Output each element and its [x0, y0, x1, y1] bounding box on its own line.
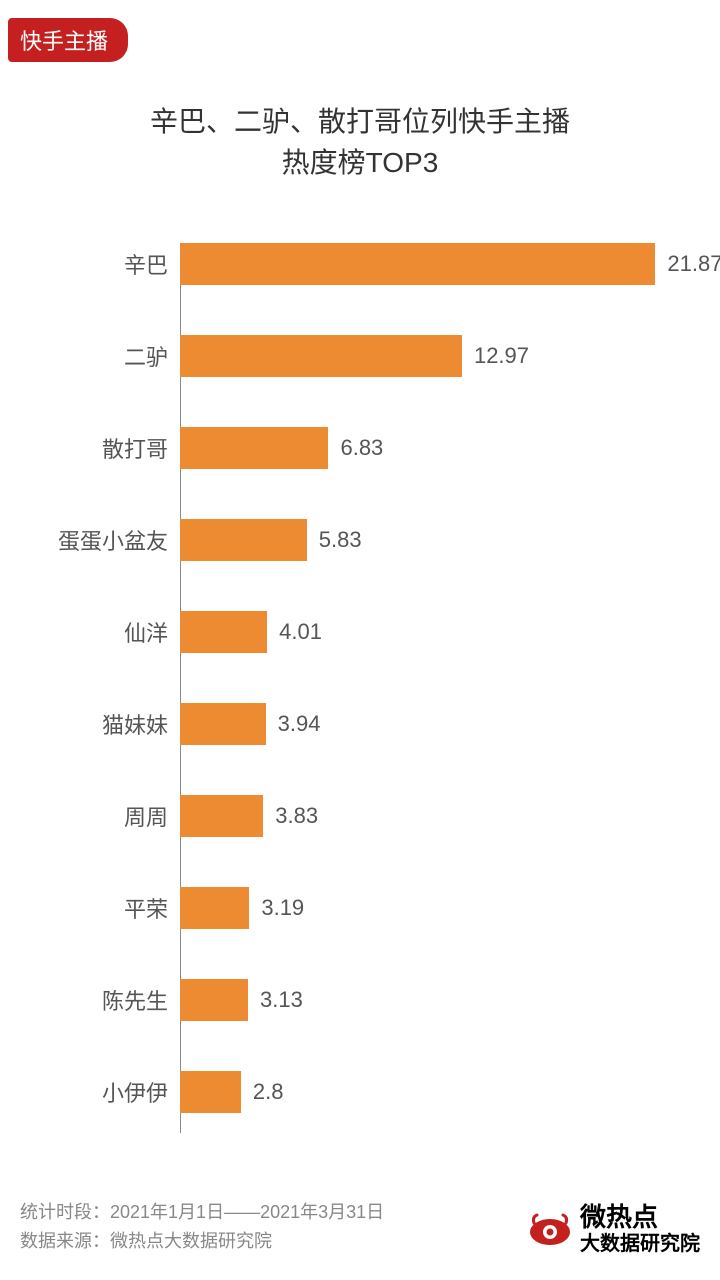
- bar-value: 2.8: [253, 1079, 284, 1105]
- bar-label: 二驴: [40, 340, 180, 372]
- brand-eye-icon: [528, 1208, 572, 1252]
- bar-label: 小伊伊: [40, 1076, 180, 1108]
- bar-label: 周周: [40, 800, 180, 832]
- brand-line1: 微热点: [580, 1203, 700, 1233]
- bar-row: 散打哥 6.83: [40, 427, 680, 469]
- bar-value: 5.83: [319, 527, 362, 553]
- bar-fill: [180, 611, 267, 653]
- bar-fill: [180, 703, 266, 745]
- bar-track: 4.01: [180, 611, 680, 653]
- bar-track: 12.97: [180, 335, 680, 377]
- bar-fill: [180, 335, 462, 377]
- bar-row: 蛋蛋小盆友 5.83: [40, 519, 680, 561]
- bar-fill: [180, 1071, 241, 1113]
- brand-block: 微热点 大数据研究院: [528, 1203, 700, 1256]
- bar-row: 小伊伊 2.8: [40, 1071, 680, 1113]
- footer-meta: 统计时段：2021年1月1日——2021年3月31日 数据来源：微热点大数据研究…: [20, 1198, 384, 1256]
- bar-label: 平荣: [40, 892, 180, 924]
- bar-chart: 辛巴21.87 二驴 12.97 散打哥 6.83 蛋蛋小盆友 5.83 仙洋 4.01 猫妹妹 3…: [40, 243, 680, 1113]
- bar-track: 3.94: [180, 703, 680, 745]
- bar-fill: [180, 243, 655, 285]
- bar-row: 仙洋 4.01: [40, 611, 680, 653]
- bar-track: 5.83: [180, 519, 680, 561]
- bar-fill: [180, 887, 249, 929]
- bar-fill: [180, 979, 248, 1021]
- badge-text: 快手主播: [20, 29, 108, 54]
- bar-value: 3.94: [278, 711, 321, 737]
- bar-label: 仙洋: [40, 616, 180, 648]
- period-text: 统计时段：2021年1月1日——2021年3月31日: [20, 1198, 384, 1227]
- bar-value: 12.97: [474, 343, 529, 369]
- bar-value: 6.83: [340, 435, 383, 461]
- bar-row: 猫妹妹 3.94: [40, 703, 680, 745]
- bar-label: 猫妹妹: [40, 708, 180, 740]
- source-text: 数据来源：微热点大数据研究院: [20, 1227, 384, 1256]
- title-line1: 辛巴、二驴、散打哥位列快手主播: [0, 102, 720, 143]
- bar-row: 周周 3.83: [40, 795, 680, 837]
- title-line2: 热度榜TOP3: [0, 143, 720, 184]
- bar-fill: [180, 795, 263, 837]
- brand-line2: 大数据研究院: [580, 1233, 700, 1256]
- bar-fill: [180, 519, 307, 561]
- bar-label: 陈先生: [40, 984, 180, 1016]
- bar-fill: [180, 427, 328, 469]
- category-badge: 快手主播: [8, 18, 128, 62]
- bar-row: 二驴 12.97: [40, 335, 680, 377]
- bar-value: 3.83: [275, 803, 318, 829]
- bar-value: 4.01: [279, 619, 322, 645]
- bar-track: 3.13: [180, 979, 680, 1021]
- bar-row: 陈先生 3.13: [40, 979, 680, 1021]
- brand-text: 微热点 大数据研究院: [580, 1203, 700, 1256]
- bar-row: 辛巴21.87: [40, 243, 680, 285]
- bar-track: 2.8: [180, 1071, 680, 1113]
- bar-value: 21.87: [667, 251, 720, 277]
- bar-label: 散打哥: [40, 432, 180, 464]
- bar-label: 辛巴: [40, 248, 180, 280]
- bar-value: 3.19: [261, 895, 304, 921]
- bar-track: 6.83: [180, 427, 680, 469]
- bar-row: 平荣 3.19: [40, 887, 680, 929]
- bar-track: 3.83: [180, 795, 680, 837]
- bar-track: 3.19: [180, 887, 680, 929]
- bar-track: 21.87: [180, 243, 680, 285]
- bar-value: 3.13: [260, 987, 303, 1013]
- bar-label: 蛋蛋小盆友: [40, 524, 180, 556]
- chart-title: 辛巴、二驴、散打哥位列快手主播 热度榜TOP3: [0, 102, 720, 183]
